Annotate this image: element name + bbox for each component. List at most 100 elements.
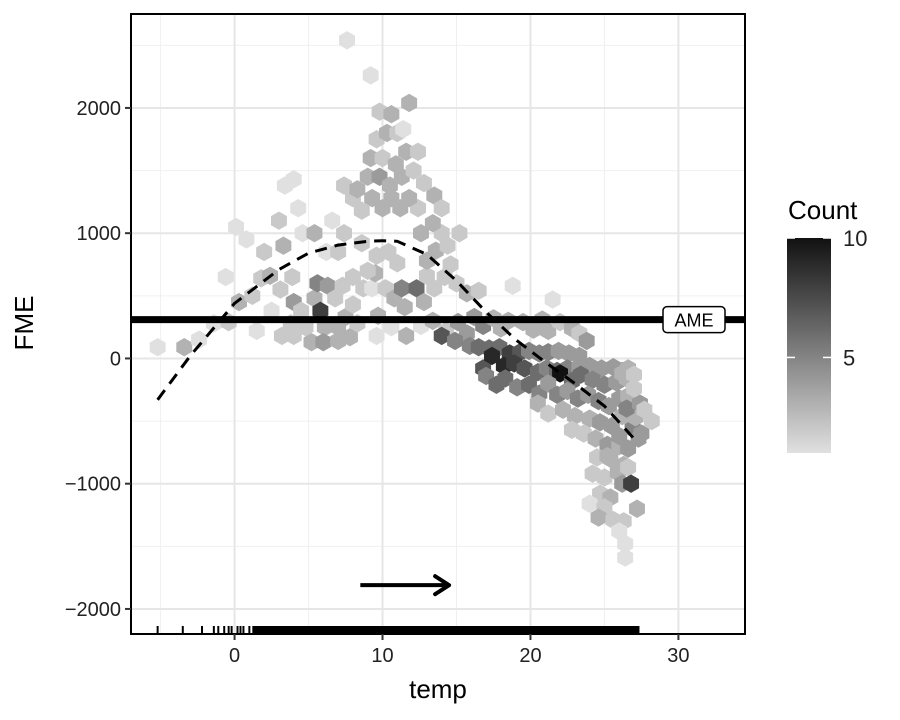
hexbin-cell [238,230,255,249]
hexbin-cell [285,170,302,189]
hexbin-cell [344,267,361,287]
hexbin-cell [405,161,422,180]
hexbin-cell [626,379,642,398]
hexbin-cell [324,211,341,230]
hexbin-cell [636,400,653,419]
hexbin-cell [484,346,500,366]
hexbin-cell [344,295,361,314]
hexbin-cell [353,201,370,220]
hexbin-cell [315,332,332,352]
trend-line [156,239,636,440]
x-axis-title: temp [409,674,467,704]
hexbin-cell [389,254,406,273]
hexbin-cell [342,327,358,347]
hexbin-cell [339,31,355,50]
hexbin-cell [393,279,410,298]
plot-border [130,13,746,635]
hexbin-cell [217,267,234,287]
axes: 0 10 20 30 −2000 −1000 0 1000 2000 [65,98,690,667]
hexbin-cell [451,223,468,243]
hexbin-cell [149,337,166,357]
y-tick-label: 0 [110,348,121,370]
hexbin-cell [312,301,329,321]
hexbin-cell [408,279,425,298]
hexbin-cell [263,301,280,321]
hexbin-cell [516,359,533,378]
hexbin-cell [620,458,637,477]
hexbin-cell [596,468,613,487]
hexbin-cell [599,446,616,466]
hexbin-cell [319,276,336,295]
x-tick-label: 20 [519,645,541,667]
hexbin-cell [540,404,557,423]
hexbin-cell [293,301,310,321]
hexbin-cell [426,279,443,298]
ame-label: AME [674,311,713,331]
hexbin-cell [290,198,307,218]
hexbin-cell [410,142,426,161]
hexbin-cell [362,66,379,85]
hexbin-cell [447,331,463,351]
hexbin-cell [374,148,391,168]
hexbin-cell [387,155,404,174]
hexbin-cell [618,399,635,418]
hexbin-cell [306,223,323,243]
hexbin-cell [349,180,366,199]
hexbin-cell [566,406,583,426]
hexbin-cell [611,426,628,446]
y-tick-label: 1000 [77,223,122,245]
hexbin-cell [327,289,344,308]
y-tick-label: −2000 [65,599,121,621]
hexbin-cell [330,242,347,262]
hexbin-cell [433,198,450,218]
hexbin-cell [590,508,607,527]
hexbin-cell [270,211,287,230]
legend: Count 5 10 [787,195,867,453]
hexbin-cell [398,326,415,346]
x-tick-label: 0 [229,645,240,667]
legend-title: Count [788,195,858,225]
hexbin-cell [544,290,561,309]
hexbin-cell [630,429,647,448]
hexbin-cell [368,326,385,346]
hexbin-cell [364,188,381,208]
hexbin-cell [540,374,557,393]
hexbin-cell [415,173,432,193]
hexbin-cell [275,236,292,255]
hexbin-cell [413,223,429,243]
hexbin-cell [383,105,400,124]
hexbin-cell [396,297,413,317]
hexbin-cell [231,292,247,312]
y-tick-label: −1000 [65,474,121,496]
hexbin-cell [273,326,290,346]
hexbin-cell [433,326,450,346]
hexbin-cell [359,261,376,280]
ame-line-group: AME [131,305,745,334]
legend-tick-label: 5 [843,345,855,370]
hexbin-cell [617,534,634,554]
hexbin-cell [504,276,521,295]
y-axis-title: FME [9,296,39,351]
trend-line-group [156,239,636,440]
hexbin-cell [272,280,289,299]
hexbin-cell [424,213,441,233]
legend-ticks: 5 10 [787,226,867,370]
y-tick-label: 2000 [77,98,122,120]
hexbin-cell [248,321,265,341]
hexbin-cell [418,266,435,285]
hexbin-cell [617,548,634,567]
hexbin-cell [336,176,353,195]
hexbin-cell [581,494,598,513]
hexbin-cell [426,186,443,205]
hexbin-cell [442,255,459,274]
ame-label-box [662,305,726,334]
hexbin-cell [256,242,273,262]
x-tick-label: 30 [667,645,689,667]
hexbin-cell [191,330,208,349]
hexbin-cell [284,267,301,287]
hexbin-cell [176,337,193,357]
rug-layer [156,626,640,634]
arrow-group [360,574,452,597]
